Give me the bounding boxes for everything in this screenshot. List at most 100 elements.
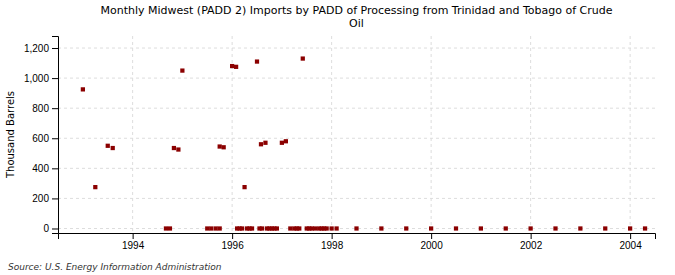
- point: [81, 87, 85, 91]
- y-tick-mark: [52, 48, 58, 49]
- y-tick-label: 1,200: [24, 43, 49, 54]
- grid-line: [58, 48, 655, 49]
- points: [81, 56, 647, 230]
- point: [284, 139, 288, 143]
- x-tick-mark: [332, 233, 333, 239]
- x-tick-label: 2000: [421, 240, 444, 251]
- point: [280, 141, 284, 145]
- x-axis: 1994 1996 1998 2000 2002 2004: [59, 233, 656, 251]
- grid-line: [58, 198, 655, 199]
- y-axis-line: [52, 37, 59, 234]
- y-tick: 800: [32, 103, 58, 114]
- y-tick-label: 1,000: [24, 73, 49, 84]
- point: [504, 226, 508, 230]
- point: [230, 64, 234, 68]
- point: [218, 144, 222, 148]
- grid: [58, 36, 655, 233]
- point: [529, 226, 533, 230]
- grid-line: [58, 168, 655, 169]
- point: [330, 226, 334, 230]
- y-tick-mark: [52, 168, 58, 169]
- x-tick: 1994: [122, 233, 145, 251]
- x-tick: 1998: [321, 233, 344, 251]
- x-tick-label: 1998: [321, 240, 344, 251]
- x-tick: 1996: [222, 233, 245, 251]
- y-tick-mark: [52, 228, 58, 229]
- y-tick: 1,000: [24, 73, 58, 84]
- point: [301, 56, 305, 60]
- point: [222, 145, 226, 149]
- point: [313, 226, 317, 230]
- y-tick-mark: [52, 198, 58, 199]
- point: [628, 226, 632, 230]
- point: [263, 141, 267, 145]
- x-tick: 2004: [620, 233, 643, 251]
- point: [242, 185, 246, 189]
- y-tick-mark: [52, 78, 58, 79]
- y-tick-label: 200: [32, 193, 49, 204]
- point: [553, 226, 557, 230]
- point: [479, 226, 483, 230]
- point: [429, 226, 433, 230]
- point: [297, 226, 301, 230]
- point: [250, 226, 254, 230]
- point: [240, 226, 244, 230]
- point: [354, 226, 358, 230]
- point: [180, 68, 184, 72]
- y-tick-mark: [52, 138, 58, 139]
- y-tick: 1,200: [24, 43, 58, 54]
- point: [334, 226, 338, 230]
- grid-line: [58, 78, 655, 79]
- x-tick-mark: [133, 233, 134, 239]
- chart: 1994 1996 1998 2000 2002 2004 0 200 400 600 800 1,0…: [0, 0, 675, 275]
- point: [176, 147, 180, 151]
- grid-line: [431, 36, 432, 233]
- x-tick-mark: [630, 233, 631, 239]
- x-tick-label: 1994: [122, 240, 145, 251]
- point: [404, 226, 408, 230]
- point: [643, 226, 647, 230]
- point: [172, 146, 176, 150]
- point: [379, 226, 383, 230]
- grid-line: [58, 138, 655, 139]
- grid-line: [630, 36, 631, 233]
- point: [259, 142, 263, 146]
- point: [275, 226, 279, 230]
- x-tick-mark: [431, 233, 432, 239]
- y-tick: 200: [32, 193, 58, 204]
- point: [164, 226, 168, 230]
- point: [205, 226, 209, 230]
- y-tick-mark: [52, 108, 58, 109]
- y-axis: 0 200 400 600 800 1,000 1,200: [24, 37, 59, 235]
- point: [288, 226, 292, 230]
- y-tick: 400: [32, 163, 58, 174]
- y-tick: 0: [43, 223, 58, 234]
- grid-line: [58, 108, 655, 109]
- y-tick-label: 400: [32, 163, 49, 174]
- source: Source: U.S. Energy Information Administ…: [8, 262, 222, 272]
- point: [578, 226, 582, 230]
- y-tick-label: 0: [43, 223, 49, 234]
- point: [603, 226, 607, 230]
- y-tick: 600: [32, 133, 58, 144]
- x-tick-label: 1996: [222, 240, 245, 251]
- x-axis-line: [59, 234, 656, 240]
- x-tick-mark: [232, 233, 233, 239]
- point: [260, 226, 264, 230]
- y-tick-label: 600: [32, 133, 49, 144]
- point: [454, 226, 458, 230]
- x-tick: 2000: [421, 233, 444, 251]
- grid-line: [530, 36, 531, 233]
- x-tick-label: 2004: [620, 240, 643, 251]
- title: Monthly Midwest (PADD 2) Imports by PADD…: [100, 4, 612, 30]
- point: [93, 185, 97, 189]
- x-tick-label: 2002: [520, 240, 543, 251]
- point: [218, 226, 222, 230]
- grid-line: [132, 36, 133, 233]
- x-tick: 2002: [520, 233, 543, 251]
- point: [234, 65, 238, 69]
- point: [106, 144, 110, 148]
- point: [255, 59, 259, 63]
- point: [168, 226, 172, 230]
- point: [111, 146, 115, 150]
